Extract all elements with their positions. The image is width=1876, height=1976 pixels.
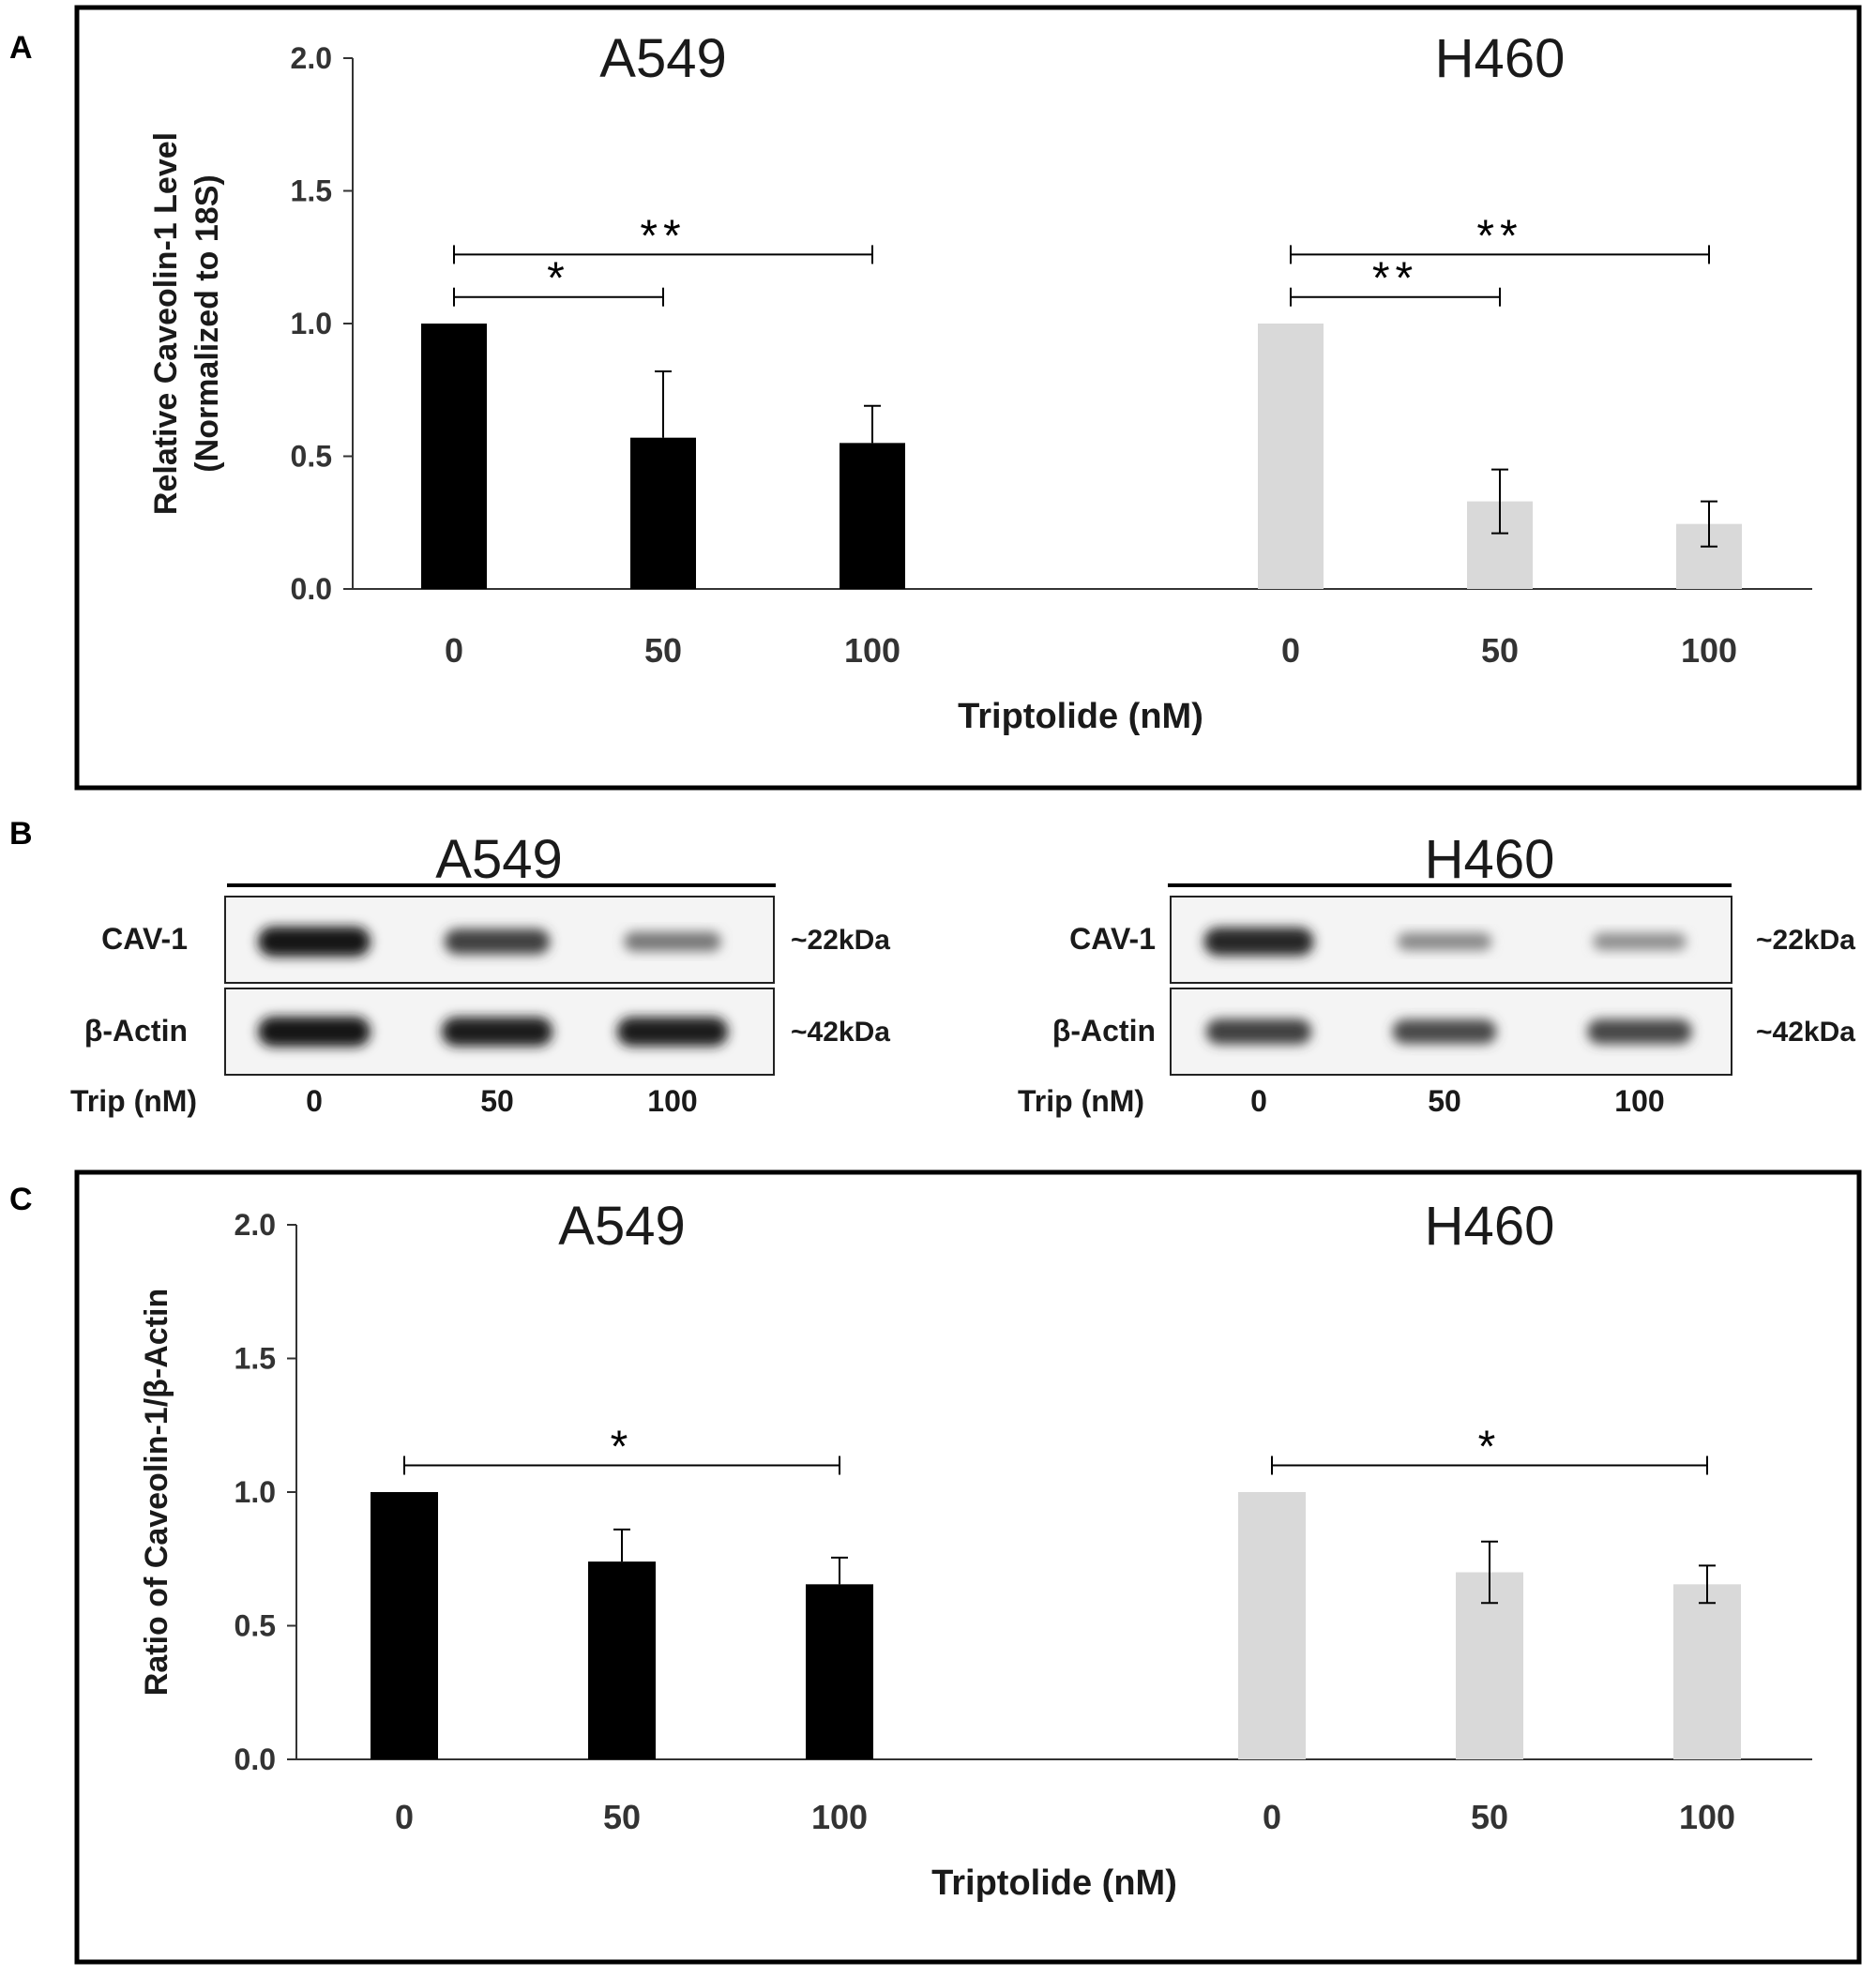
y-axis-label-line1: Relative Caveolin-1 Level (148, 132, 184, 515)
x-tick-label: 100 (1679, 1798, 1735, 1836)
panel-label-b: B (9, 816, 33, 852)
x-tick-label: 100 (844, 631, 900, 670)
blot-title: A549 (435, 829, 562, 890)
lane-label: 50 (1428, 1084, 1461, 1118)
blot-band (258, 1017, 371, 1047)
y-tick-label: 0.0 (291, 572, 332, 606)
group-title-h460: H460 (1425, 1196, 1555, 1257)
group-title-a549: A549 (558, 1196, 685, 1257)
lane-label: 100 (1614, 1084, 1664, 1118)
molecular-weight-label: ~42kDa (1756, 1017, 1855, 1048)
x-tick-label: 50 (644, 631, 682, 670)
lane-label: 50 (480, 1084, 514, 1118)
blot-row-label: β-Actin (1052, 1014, 1156, 1048)
significance-mark: * (547, 254, 570, 304)
blot-band (1593, 932, 1687, 951)
significance-bracket: * (403, 1423, 840, 1475)
blot-band (1392, 1019, 1497, 1044)
blot-row-label: β-Actin (84, 1014, 188, 1048)
y-axis-label-line2: (Normalized to 18S) (189, 174, 225, 472)
y-tick-label: 1.5 (234, 1342, 276, 1376)
blot-h460: H460 CAV-1 ~22kDa β-Actin ~42kDa Trip (nM) 0 50… (1018, 829, 1855, 1118)
x-tick-label: 50 (603, 1798, 641, 1836)
significance-mark: * (1478, 1423, 1502, 1472)
y-axis-label: Relative Caveolin-1 Level (Normalized to … (148, 132, 225, 515)
group-title-h460: H460 (1435, 28, 1566, 89)
bar (806, 1584, 873, 1759)
y-tick-label: 2.0 (291, 41, 332, 75)
bar (421, 324, 487, 589)
y-tick-label: 1.5 (291, 174, 332, 208)
significance-bracket: ** (1290, 254, 1501, 307)
lane-label: 100 (647, 1084, 697, 1118)
blot-band (441, 1017, 553, 1047)
x-tick-label: 50 (1471, 1798, 1508, 1836)
panel-a-frame (74, 5, 1862, 791)
significance-mark: * (611, 1423, 634, 1472)
bar (1258, 324, 1324, 589)
bar (371, 1492, 438, 1759)
blot-band (1587, 1018, 1692, 1045)
group-title-a549: A549 (599, 28, 726, 89)
bar (840, 443, 905, 589)
bar (1238, 1492, 1306, 1759)
panel-a-chart: 0.0 0.5 1.0 1.5 2.0 Relative Caveolin-1 Level… (148, 28, 1812, 736)
blot-band (1205, 1018, 1312, 1045)
significance-mark: ** (640, 211, 686, 261)
x-tick-label: 0 (1281, 631, 1300, 670)
significance-mark: ** (1476, 211, 1522, 261)
blot-band (624, 931, 721, 952)
x-tick-label: 100 (811, 1798, 868, 1836)
significance-bracket: * (453, 254, 664, 307)
blot-row-label: CAV-1 (1069, 922, 1156, 956)
x-tick-label: 0 (395, 1798, 414, 1836)
x-axis-label: Triptolide (nM) (958, 697, 1203, 736)
panel-c-frame (74, 1169, 1862, 1965)
x-tick-label: 0 (1263, 1798, 1281, 1836)
x-tick-label: 100 (1681, 631, 1737, 670)
bar (1673, 1584, 1741, 1759)
y-tick-label: 0.0 (234, 1742, 276, 1776)
blot-band (444, 928, 551, 955)
x-axis-label: Triptolide (nM) (931, 1863, 1177, 1903)
molecular-weight-label: ~22kDa (1756, 925, 1855, 956)
molecular-weight-label: ~42kDa (791, 1017, 890, 1048)
y-tick-label: 1.0 (234, 1475, 276, 1509)
x-tick-label: 0 (445, 631, 463, 670)
panel-c-chart: 0.0 0.5 1.0 1.5 2.0 Ratio of Caveolin-1/β-Act… (139, 1196, 1812, 1903)
lane-label: 0 (1250, 1084, 1267, 1118)
blot-band (616, 1017, 729, 1047)
panel-label-c: C (9, 1182, 33, 1217)
x-tick-label: 50 (1481, 631, 1519, 670)
y-tick-label: 0.5 (234, 1609, 276, 1643)
blot-title: H460 (1425, 829, 1555, 890)
trip-label: Trip (nM) (70, 1084, 197, 1118)
blot-band (258, 927, 371, 957)
significance-mark: ** (1372, 254, 1418, 304)
blot-row-label: CAV-1 (101, 922, 188, 956)
panel-b-blots: A549 CAV-1 ~22kDa β-Actin ~42kDa Trip (nM) 0 50… (70, 829, 1855, 1118)
y-tick-label: 2.0 (234, 1208, 276, 1242)
bar (630, 437, 696, 589)
significance-bracket: * (1271, 1423, 1708, 1475)
significance-bracket: ** (453, 211, 873, 264)
lane-label: 0 (306, 1084, 323, 1118)
y-tick-label: 1.0 (291, 307, 332, 340)
y-axis-label: Ratio of Caveolin-1/β-Actin (139, 1289, 174, 1696)
blot-band (1203, 928, 1314, 956)
y-axis-label-line1: Ratio of Caveolin-1/β-Actin (139, 1289, 174, 1696)
trip-label: Trip (nM) (1018, 1084, 1144, 1118)
molecular-weight-label: ~22kDa (791, 925, 890, 956)
blot-a549: A549 CAV-1 ~22kDa β-Actin ~42kDa Trip (nM) 0 50… (70, 829, 890, 1118)
panel-label-a: A (9, 30, 33, 66)
blot-band (1397, 932, 1492, 951)
bar (588, 1561, 656, 1759)
y-tick-label: 0.5 (291, 440, 332, 474)
significance-bracket: ** (1290, 211, 1710, 264)
